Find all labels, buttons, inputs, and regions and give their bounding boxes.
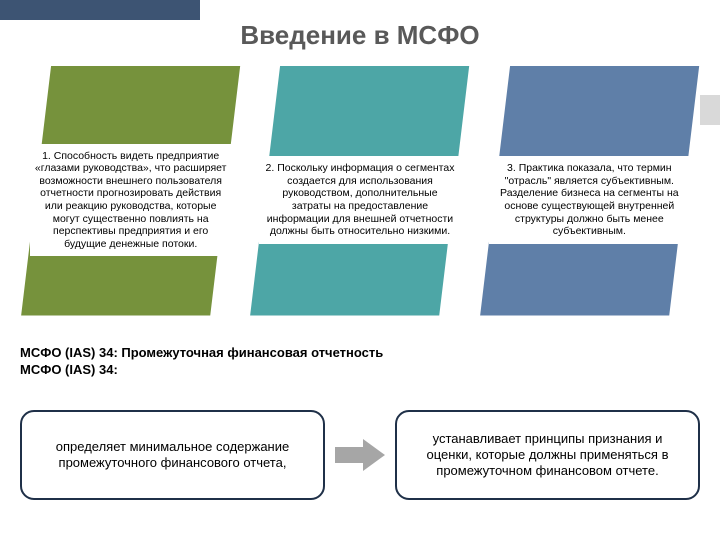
subtitle-line-1: МСФО (IAS) 34: Промежуточная финансовая … [20,345,383,362]
bottom-row: определяет минимальное содержание промеж… [20,400,700,510]
panels-row: 1. Способность видеть предприятие «глаза… [20,65,700,315]
box-1: определяет минимальное содержание промеж… [20,410,325,500]
arrow-wrap [335,435,385,475]
top-accent-bar [0,0,200,20]
side-stripe-right [700,95,720,125]
box-2: устанавливает принципы признания и оценк… [395,410,700,500]
panel-3-textwrap: 3. Практика показала, что термин "отрасл… [479,125,700,275]
panel-1-textwrap: 1. Способность видеть предприятие «глаза… [20,125,241,275]
panel-1-text: 1. Способность видеть предприятие «глаза… [30,144,231,257]
panel-2-text: 2. Поскольку информация о сегментах созд… [259,156,460,244]
arrow-right-icon [335,435,385,475]
panel-2: 2. Поскольку информация о сегментах созд… [249,65,470,315]
panel-3-text: 3. Практика показала, что термин "отрасл… [489,156,690,244]
panel-3: 3. Практика показала, что термин "отрасл… [479,65,700,315]
subtitle-line-2: МСФО (IAS) 34: [20,362,383,379]
panel-1: 1. Способность видеть предприятие «глаза… [20,65,241,315]
subtitle: МСФО (IAS) 34: Промежуточная финансовая … [20,345,383,379]
page-title: Введение в МСФО [0,20,720,51]
panel-2-textwrap: 2. Поскольку информация о сегментах созд… [249,125,470,275]
